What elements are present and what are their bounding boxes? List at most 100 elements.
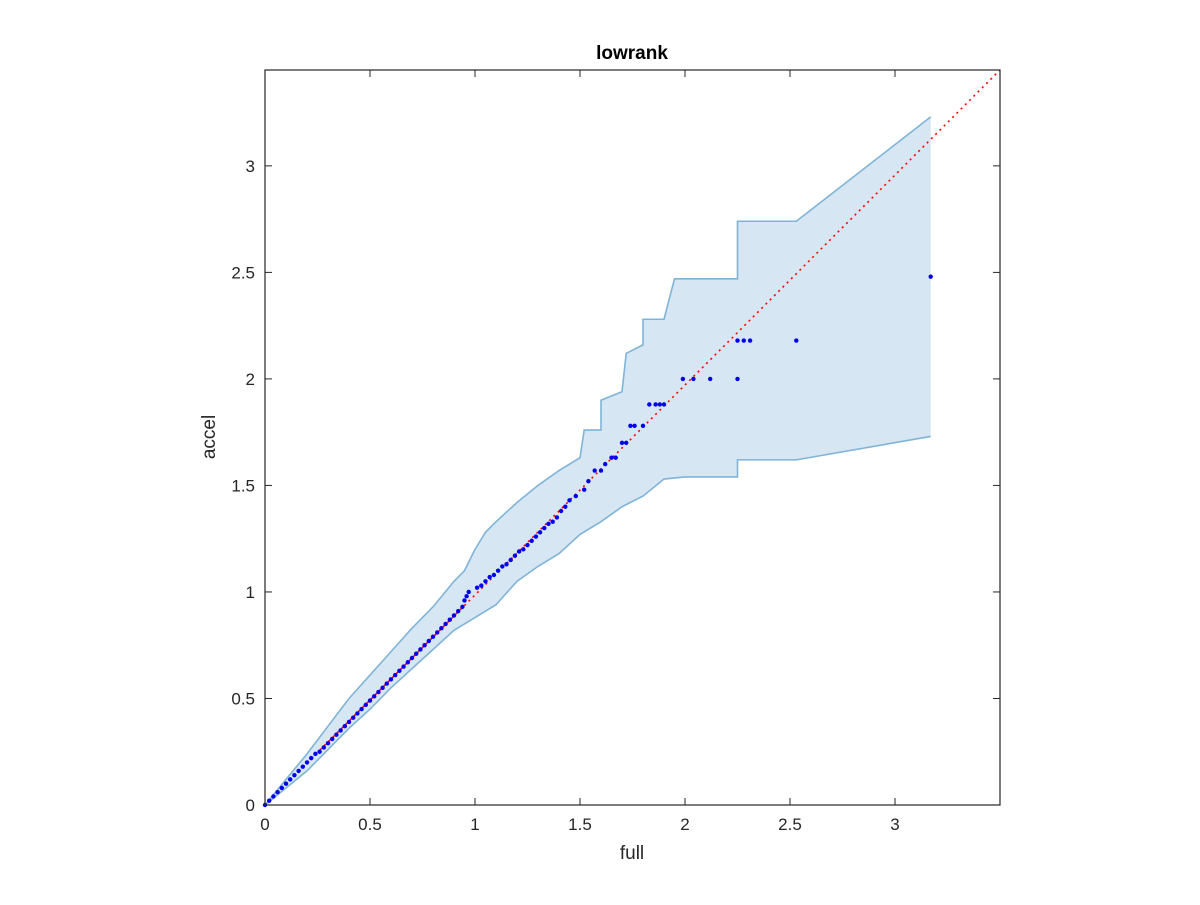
x-axis-label: full — [620, 843, 644, 864]
data-point — [747, 338, 753, 343]
data-point — [741, 338, 746, 343]
data-point — [554, 515, 560, 520]
data-point — [456, 608, 461, 614]
data-point — [451, 613, 457, 618]
data-point — [317, 749, 322, 754]
data-point — [342, 723, 347, 729]
x-tick-label: 1.5 — [568, 815, 592, 834]
data-point — [573, 493, 578, 499]
band-lower-edge — [264, 435, 931, 806]
data-point — [414, 651, 419, 656]
data-point — [474, 585, 480, 590]
data-point — [313, 751, 318, 757]
data-point — [624, 440, 629, 446]
data-point — [495, 568, 501, 573]
y-axis: 0 0.5 1 1.5 2 2.5 3 — [231, 157, 1000, 815]
data-point — [619, 440, 625, 446]
data-point — [426, 638, 431, 644]
data-point — [586, 478, 591, 484]
x-tick-label: 3 — [890, 815, 899, 834]
data-point — [640, 423, 646, 428]
data-point — [598, 468, 604, 473]
data-point — [533, 534, 539, 539]
data-point — [691, 376, 696, 382]
data-point — [359, 706, 364, 712]
data-point — [680, 376, 686, 382]
data-point — [516, 549, 522, 554]
data-point — [330, 736, 335, 742]
data-point — [384, 681, 389, 686]
x-tick-label: 2 — [680, 815, 689, 834]
data-point — [418, 647, 423, 652]
data-point — [613, 455, 618, 460]
data-point — [380, 685, 385, 691]
band-upper-edge — [264, 116, 932, 806]
data-point — [563, 504, 568, 509]
data-point — [321, 745, 326, 750]
y-tick-label: 0 — [246, 796, 255, 815]
data-point — [401, 664, 406, 669]
x-tick-label: 0.5 — [358, 815, 382, 834]
data-point — [460, 604, 465, 610]
data-point — [288, 777, 293, 782]
data-point — [292, 772, 297, 778]
confidence-band — [265, 116, 931, 805]
data-point — [537, 530, 543, 535]
y-axis-label: accel — [199, 415, 220, 459]
data-point — [512, 553, 518, 558]
data-point — [479, 583, 484, 588]
data-point — [338, 728, 343, 733]
y-tick-label: 0.5 — [231, 689, 255, 708]
axes-box — [264, 69, 1001, 806]
plot-area — [262, 69, 1001, 808]
data-point — [334, 732, 339, 737]
y-tick-label: 3 — [246, 157, 255, 176]
data-point — [283, 781, 289, 786]
data-point — [409, 655, 415, 661]
data-point — [430, 634, 436, 639]
data-point — [708, 376, 713, 382]
data-point — [521, 547, 526, 552]
data-point — [447, 617, 452, 622]
data-point — [558, 508, 564, 514]
data-point — [661, 402, 667, 407]
data-point — [304, 760, 310, 765]
data-point — [546, 521, 551, 526]
data-point — [491, 572, 497, 578]
chart-title: lowrank — [596, 43, 668, 64]
data-point — [504, 562, 509, 567]
data-point — [271, 794, 276, 799]
data-point — [735, 338, 740, 343]
data-point — [300, 764, 305, 769]
data-point — [542, 525, 547, 531]
data-point — [355, 711, 360, 716]
data-point — [609, 455, 614, 460]
x-tick-label: 0 — [260, 815, 269, 834]
data-point — [309, 755, 314, 761]
data-point — [279, 785, 284, 791]
data-point — [439, 625, 444, 631]
x-tick-label: 2.5 — [778, 815, 802, 834]
data-point — [632, 423, 637, 428]
data-point — [435, 630, 440, 635]
data-point — [363, 702, 368, 708]
data-point — [346, 719, 352, 725]
data-point — [735, 376, 740, 382]
data-point — [367, 698, 373, 703]
data-point — [388, 677, 394, 682]
data-point — [267, 798, 272, 803]
y-tick-label: 1.5 — [231, 476, 255, 495]
data-point — [275, 790, 280, 795]
data-point — [351, 715, 356, 720]
y-tick-label: 1 — [246, 583, 255, 602]
data-point — [628, 423, 633, 428]
data-point — [393, 672, 398, 678]
data-point — [466, 589, 471, 595]
data-point — [397, 668, 402, 673]
y-tick-label: 2 — [246, 370, 255, 389]
data-point — [592, 468, 597, 473]
data-point — [508, 557, 513, 563]
data-point — [928, 274, 933, 279]
data-point — [464, 594, 469, 599]
data-point — [376, 689, 381, 695]
